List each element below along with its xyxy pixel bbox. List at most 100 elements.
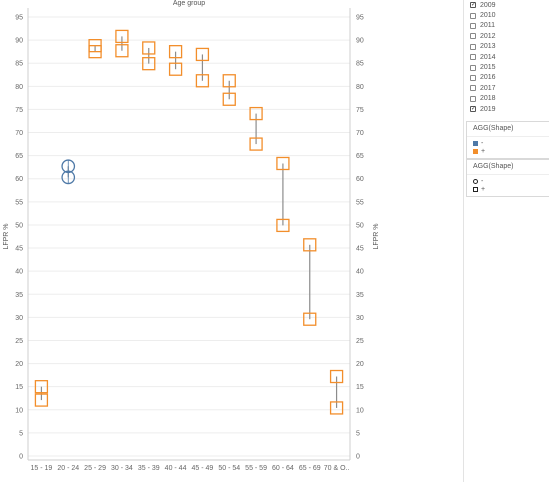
year-filter-item-2011[interactable]: 2011 — [464, 21, 549, 31]
year-filter-item-2010[interactable]: 2010 — [464, 10, 549, 20]
year-filter-item-2012[interactable]: 2012 — [464, 31, 549, 41]
data-point-square[interactable] — [168, 45, 183, 59]
year-label: 2019 — [480, 105, 496, 113]
data-point-square[interactable] — [222, 74, 236, 88]
year-checkbox[interactable] — [470, 43, 476, 50]
year-checkbox[interactable] — [470, 64, 476, 71]
data-point-square[interactable] — [276, 156, 290, 171]
year-label: 2010 — [480, 12, 496, 20]
square-shape-icon — [473, 186, 478, 192]
year-checkbox[interactable] — [470, 33, 476, 40]
y-tick-label-left: 90 — [15, 38, 23, 45]
y-tick-label-right: 90 — [356, 38, 364, 45]
x-tick-label: 60 - 64 — [272, 465, 294, 472]
lfpr-chart: Age group 0 0 5 5 10 10 15 15 20 20 25 25 30 30 35 35 40 4… — [3, 0, 380, 472]
y-tick-label-right: 95 — [356, 15, 364, 22]
year-label: 2016 — [480, 74, 496, 82]
year-label: 2015 — [480, 64, 496, 72]
y-tick-label-left: 85 — [15, 61, 23, 68]
color-legend-item[interactable]: - — [467, 139, 549, 147]
shape-legend-label: + — [481, 185, 486, 193]
year-checkbox[interactable] — [470, 22, 476, 29]
data-point-square[interactable] — [303, 238, 317, 252]
year-checkbox[interactable] — [470, 12, 476, 19]
color-legend-item[interactable]: + — [467, 147, 549, 155]
year-label: 2014 — [480, 53, 496, 61]
y-tick-label-left: 50 — [15, 222, 23, 229]
year-checkbox[interactable] — [470, 54, 476, 61]
data-point-square[interactable] — [303, 312, 317, 326]
data-point-square[interactable] — [222, 92, 236, 106]
year-filter-item-2014[interactable]: 2014 — [464, 52, 549, 62]
x-tick-label: 45 - 49 — [192, 465, 214, 472]
data-point-square[interactable] — [142, 57, 156, 71]
data-point-square[interactable] — [329, 401, 344, 415]
year-filter-list: ✓ 2009 2010 2011 2012 2013 2014 2015 2016 2017 201… — [464, 0, 549, 114]
year-label: 2011 — [480, 22, 496, 30]
color-swatch — [473, 148, 478, 154]
year-filter-item-2013[interactable]: 2013 — [464, 42, 549, 52]
y-tick-label-left: 40 — [15, 269, 23, 276]
data-point-square[interactable] — [115, 29, 129, 44]
data-point-square[interactable] — [88, 45, 102, 59]
data-point-square[interactable] — [34, 380, 49, 394]
year-checkbox[interactable]: ✓ — [470, 106, 477, 113]
y-tick-label-left: 45 — [15, 246, 23, 253]
data-point-square[interactable] — [276, 218, 290, 233]
x-tick-label: 55 - 59 — [245, 465, 267, 472]
data-point-square[interactable] — [249, 137, 263, 151]
data-point-square[interactable] — [329, 369, 344, 384]
year-checkbox[interactable] — [470, 74, 476, 81]
y-tick-label-right: 35 — [356, 292, 364, 299]
y-tick-label-right: 0 — [356, 454, 360, 461]
chart-title: Age group — [173, 0, 205, 7]
year-checkbox[interactable]: ✓ — [470, 2, 477, 9]
data-point-square[interactable] — [195, 74, 210, 88]
x-tick-label: 40 - 44 — [165, 465, 187, 472]
year-filter-item-2016[interactable]: 2016 — [464, 73, 549, 83]
y-tick-label-right: 65 — [356, 153, 364, 160]
y-tick-label-right: 15 — [356, 384, 364, 391]
shape-legend-label: - — [481, 177, 484, 185]
x-tick-label: 65 - 69 — [299, 465, 321, 472]
shape-legend-item[interactable]: - — [467, 177, 549, 185]
year-filter-item-2017[interactable]: 2017 — [464, 83, 549, 93]
x-tick-label: 30 - 34 — [111, 465, 133, 472]
year-filter-item-2009[interactable]: ✓ 2009 — [464, 0, 549, 10]
y-tick-label-left: 70 — [15, 130, 23, 137]
year-label: 2017 — [480, 84, 496, 92]
color-legend-label: - — [481, 139, 484, 147]
year-filter-item-2018[interactable]: 2018 — [464, 94, 549, 104]
data-point-square[interactable] — [142, 41, 156, 55]
year-label: 2018 — [480, 95, 496, 103]
y-tick-label-left: 10 — [15, 407, 23, 414]
y-tick-label-right: 20 — [356, 361, 364, 368]
y-tick-label-right: 70 — [356, 130, 364, 137]
data-point-square[interactable] — [115, 44, 129, 58]
color-swatch — [473, 140, 478, 146]
shape-legend: AGG(Shape) - + — [466, 159, 549, 197]
shape-legend-item[interactable]: + — [467, 185, 549, 193]
data-point-square[interactable] — [195, 47, 210, 62]
y-tick-label-left: 30 — [15, 315, 23, 322]
y-tick-label-left: 25 — [15, 338, 23, 345]
shape-legend-title: AGG(Shape) — [467, 160, 549, 175]
y-tick-label-right: 55 — [356, 199, 364, 206]
color-legend-label: + — [481, 147, 486, 155]
data-point-square[interactable] — [34, 393, 49, 407]
year-checkbox[interactable] — [470, 85, 476, 92]
y-tick-label-left: 0 — [19, 454, 23, 461]
y-tick-label-left: 35 — [15, 292, 23, 299]
y-axis-title-right: LFPR % — [373, 223, 380, 249]
data-point-square[interactable] — [168, 62, 183, 76]
year-checkbox[interactable] — [470, 95, 476, 102]
y-tick-label-left: 60 — [15, 176, 23, 183]
year-filter-item-2019[interactable]: ✓ 2019 — [464, 104, 549, 114]
data-point-square[interactable] — [249, 106, 263, 121]
year-filter-item-2015[interactable]: 2015 — [464, 62, 549, 72]
x-tick-label: 25 - 29 — [84, 465, 106, 472]
x-tick-label: 35 - 39 — [138, 465, 160, 472]
y-tick-label-left: 95 — [15, 15, 23, 22]
year-label: 2012 — [480, 32, 496, 40]
